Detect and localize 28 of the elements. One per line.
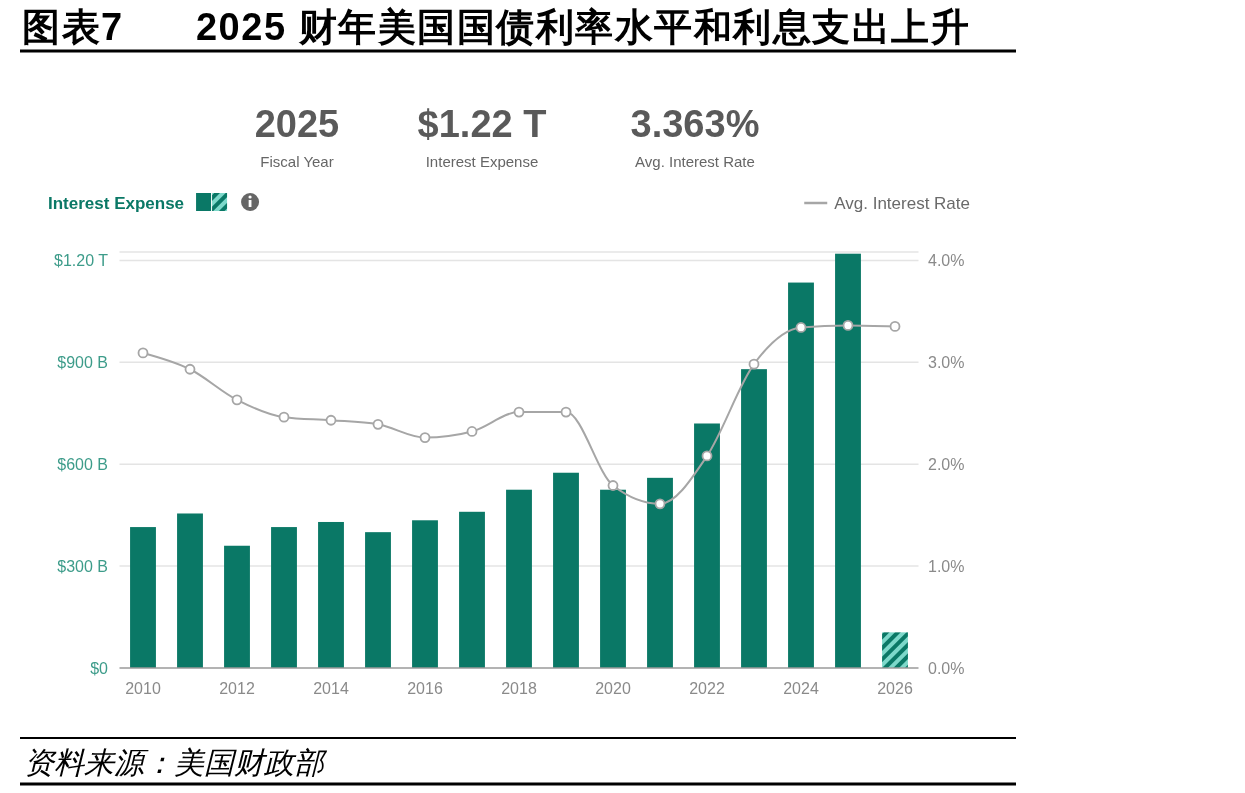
x-tick: 2024 xyxy=(783,680,819,697)
y2-tick: 1.0% xyxy=(928,558,965,576)
headline-label: Fiscal Year xyxy=(260,153,334,170)
headline-label: Avg. Interest Rate xyxy=(635,153,755,170)
x-tick: 2016 xyxy=(407,680,443,697)
headline-value: $1.22 T xyxy=(417,103,547,145)
x-tick: 2020 xyxy=(595,680,631,697)
y-tick: $300 B xyxy=(57,558,108,576)
y2-tick: 3.0% xyxy=(928,354,965,372)
legend-label: Avg. Interest Rate xyxy=(834,194,970,213)
headline-value: 2025 xyxy=(254,103,340,145)
headline-value: 3.363% xyxy=(630,103,760,145)
x-tick: 2010 xyxy=(125,680,161,697)
x-tick: 2012 xyxy=(219,680,255,697)
legend-label: Interest Expense xyxy=(48,194,185,213)
x-tick: 2026 xyxy=(877,680,913,697)
x-tick: 2018 xyxy=(501,680,537,697)
y-tick: $1.20 T xyxy=(54,252,108,270)
headline-label: Interest Expense xyxy=(425,153,539,170)
y2-tick: 4.0% xyxy=(928,252,965,270)
y-tick: $600 B xyxy=(57,456,108,474)
y2-tick: 2.0% xyxy=(928,456,965,474)
x-tick: 2022 xyxy=(689,680,725,697)
y-tick: $900 B xyxy=(57,354,108,372)
title: 图表7 2025 财年美国国债利率水平和利息支出上升 xyxy=(22,6,971,48)
y-tick: $0 xyxy=(90,660,108,677)
y2-tick: 0.0% xyxy=(928,660,965,677)
x-tick: 2014 xyxy=(313,680,349,697)
